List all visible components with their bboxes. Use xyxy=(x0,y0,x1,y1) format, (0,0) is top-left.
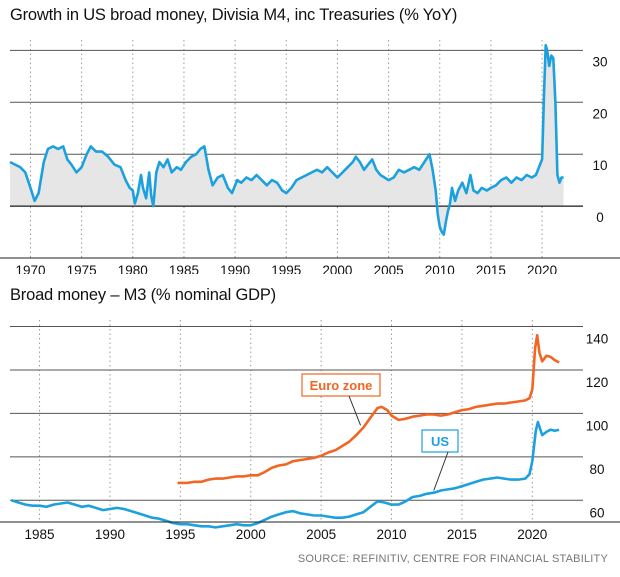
series-line-euro-zone xyxy=(177,333,560,485)
x-tick-label-10: 2020 xyxy=(527,263,557,274)
y-tick-label-0: 30 xyxy=(592,54,607,69)
x-tick-label-9: 2015 xyxy=(476,263,506,274)
x-tick-label-3: 1985 xyxy=(169,263,199,274)
y-tick-label-0: 140 xyxy=(586,332,609,347)
y-tick-label-1: 120 xyxy=(586,375,609,390)
source-note: SOURCE: REFINITIV, CENTRE FOR FINANCIAL … xyxy=(297,553,608,565)
y-tick-label-2: 100 xyxy=(586,418,609,433)
x-tick-label-7: 2020 xyxy=(517,527,547,542)
x-tick-label-4: 1990 xyxy=(220,263,250,274)
y-tick-label-3: 80 xyxy=(589,462,604,477)
callout-label-euro-zone: Euro zone xyxy=(310,378,373,393)
callout-leader-euro-zone xyxy=(348,395,362,426)
x-tick-label-0: 1970 xyxy=(15,263,45,274)
x-tick-label-6: 2000 xyxy=(322,263,352,274)
x-tick-label-2: 1980 xyxy=(118,263,148,274)
callout-label-us: US xyxy=(431,434,449,449)
callout-box-euro-zone xyxy=(301,373,381,397)
series-line-us xyxy=(11,420,560,529)
broad-money-m3-chart: Euro zone US 1985 1990 1995 2000 2005 2010 2015 2… xyxy=(0,320,620,542)
x-tick-label-2: 1995 xyxy=(165,527,195,542)
x-tick-label-4: 2005 xyxy=(306,527,336,542)
callout-leader-us xyxy=(433,451,449,491)
divisia-m4-chart: 1970 1975 1980 1985 1990 1995 2000 2005 2010 2015… xyxy=(0,40,620,274)
x-tick-label-0: 1985 xyxy=(25,527,55,542)
x-tick-label-5: 1995 xyxy=(271,263,301,274)
x-tick-label-8: 2010 xyxy=(425,263,455,274)
y-tick-label-3: 0 xyxy=(596,210,604,225)
y-tick-label-2: 10 xyxy=(592,158,607,173)
x-tick-label-1: 1990 xyxy=(95,527,125,542)
chart1-title: Growth in US broad money, Divisia M4, in… xyxy=(10,6,458,24)
y-tick-label-4: 60 xyxy=(589,505,604,520)
x-tick-label-6: 2015 xyxy=(447,527,477,542)
chart2-title: Broad money – M3 (% nominal GDP) xyxy=(10,286,276,304)
x-tick-label-5: 2010 xyxy=(377,527,407,542)
x-tick-label-3: 2000 xyxy=(236,527,266,542)
x-tick-label-1: 1975 xyxy=(67,263,97,274)
y-tick-label-1: 20 xyxy=(592,106,607,121)
x-tick-label-7: 2005 xyxy=(374,263,404,274)
series-line-m4-growth xyxy=(9,43,564,236)
callout-box-us xyxy=(421,429,459,453)
